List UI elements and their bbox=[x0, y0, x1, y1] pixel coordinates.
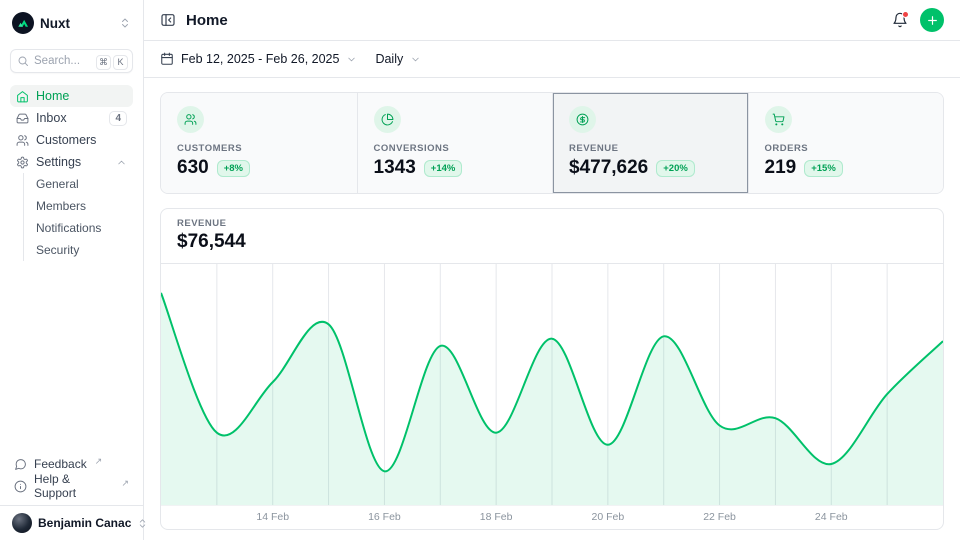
search-input[interactable]: Search... ⌘ K bbox=[10, 49, 133, 73]
external-link-icon: ↗ bbox=[94, 455, 103, 466]
sidebar-footer: Feedback ↗ Help & Support ↗ bbox=[0, 453, 143, 505]
x-axis-tick: 14 Feb bbox=[256, 511, 290, 523]
date-range-value: Feb 12, 2025 - Feb 26, 2025 bbox=[181, 52, 340, 66]
calendar-icon bbox=[160, 52, 174, 66]
help-support-link[interactable]: Help & Support ↗ bbox=[10, 472, 133, 500]
revenue-area-chart bbox=[161, 264, 943, 505]
sidebar-item-label: Home bbox=[36, 89, 70, 103]
chevrons-up-down-icon bbox=[119, 17, 131, 29]
sidebar-item-security[interactable]: Security bbox=[36, 243, 80, 257]
stat-label: Conversions bbox=[373, 143, 450, 154]
inbox-icon bbox=[16, 112, 29, 125]
sidebar-item-notifications[interactable]: Notifications bbox=[36, 221, 102, 235]
sidebar-item-inbox[interactable]: Inbox 4 bbox=[10, 107, 133, 129]
stat-label: Revenue bbox=[569, 143, 619, 154]
x-axis-tick: 20 Feb bbox=[591, 511, 625, 523]
chart-title: Revenue bbox=[177, 218, 227, 229]
stat-delta-badge: +8% bbox=[216, 159, 250, 177]
x-axis-tick: 24 Feb bbox=[814, 511, 848, 523]
chevron-up-icon bbox=[116, 157, 127, 168]
stat-value: 1343 bbox=[373, 157, 416, 178]
feedback-label: Feedback bbox=[34, 457, 87, 471]
gear-icon bbox=[16, 156, 29, 169]
workspace-switcher[interactable]: Nuxt bbox=[10, 10, 133, 36]
stat-value: 630 bbox=[177, 157, 209, 178]
sidebar-item-home[interactable]: Home bbox=[10, 85, 133, 107]
chevrons-up-down-icon bbox=[137, 518, 148, 529]
dollar-circle-icon bbox=[569, 106, 596, 133]
user-menu[interactable]: Benjamin Canac bbox=[0, 505, 146, 540]
stat-value: $477,626 bbox=[569, 157, 649, 178]
users-icon bbox=[177, 106, 204, 133]
stat-label: Customers bbox=[177, 143, 243, 154]
stat-card-conversions[interactable]: Conversions 1343 +14% bbox=[356, 93, 552, 193]
stat-value: 219 bbox=[764, 157, 797, 178]
sidebar-item-label: Inbox bbox=[36, 111, 67, 125]
stats-cards: Customers 630 +8% Conversions 1343 +14% bbox=[160, 92, 944, 194]
sidebar-top: Nuxt Search... ⌘ K Home bbox=[0, 0, 143, 261]
revenue-chart-card: Revenue $76,544 14 Feb 16 Feb 18 Feb 20 Feb… bbox=[160, 208, 944, 530]
stat-card-orders[interactable]: Orders 219 +15% bbox=[747, 93, 943, 193]
stat-label: Orders bbox=[764, 143, 809, 154]
kbd-meta: ⌘ bbox=[96, 55, 111, 70]
workspace-name: Nuxt bbox=[40, 15, 70, 31]
x-axis-tick: 18 Feb bbox=[479, 511, 513, 523]
sidebar-item-label: Settings bbox=[36, 155, 82, 169]
notifications-button[interactable] bbox=[892, 11, 909, 28]
notification-dot bbox=[902, 11, 909, 18]
filters-toolbar: Feb 12, 2025 - Feb 26, 2025 Daily bbox=[144, 41, 960, 78]
sidebar: Nuxt Search... ⌘ K Home bbox=[0, 0, 146, 540]
date-range-picker[interactable]: Feb 12, 2025 - Feb 26, 2025 bbox=[160, 52, 357, 66]
external-link-icon: ↗ bbox=[121, 477, 129, 488]
info-circle-icon bbox=[14, 480, 27, 493]
home-icon bbox=[16, 90, 29, 103]
avatar bbox=[12, 513, 32, 533]
page-title: Home bbox=[186, 11, 228, 29]
dashboard-content: Customers 630 +8% Conversions 1343 +14% bbox=[144, 78, 960, 540]
chart-header: Revenue $76,544 bbox=[161, 209, 943, 264]
stat-delta-badge: +15% bbox=[804, 159, 843, 177]
settings-sub-items: General Members Notifications Security bbox=[23, 173, 133, 261]
stat-delta-badge: +20% bbox=[656, 159, 695, 177]
x-axis-tick: 22 Feb bbox=[703, 511, 736, 523]
users-icon bbox=[16, 134, 29, 147]
sidebar-item-label: Customers bbox=[36, 133, 97, 147]
stat-card-customers[interactable]: Customers 630 +8% bbox=[161, 93, 357, 193]
inbox-count-badge: 4 bbox=[109, 110, 127, 126]
search-placeholder: Search... bbox=[34, 55, 81, 67]
sidebar-collapse-button[interactable] bbox=[160, 12, 176, 28]
pie-chart-icon bbox=[373, 106, 401, 133]
chevron-down-icon bbox=[410, 54, 421, 65]
chart-x-axis: 14 Feb 16 Feb 18 Feb 20 Feb 22 Feb 24 Feb bbox=[161, 505, 943, 529]
x-axis-tick: 16 Feb bbox=[368, 511, 401, 523]
granularity-select[interactable]: Daily bbox=[375, 52, 421, 66]
shopping-cart-icon bbox=[764, 106, 792, 133]
stat-card-revenue[interactable]: Revenue $477,626 +20% bbox=[552, 93, 748, 193]
stat-delta-badge: +14% bbox=[423, 159, 463, 177]
top-header: Home bbox=[144, 0, 960, 41]
sidebar-item-customers[interactable]: Customers bbox=[10, 129, 133, 151]
add-button[interactable] bbox=[920, 8, 944, 32]
chart-total-value: $76,544 bbox=[177, 231, 246, 252]
nuxt-logo-icon bbox=[12, 12, 34, 34]
granularity-value: Daily bbox=[375, 52, 404, 66]
user-name: Benjamin Canac bbox=[38, 516, 132, 530]
sidebar-item-settings[interactable]: Settings bbox=[10, 151, 133, 173]
search-icon bbox=[17, 55, 29, 67]
main-area: Home Feb 12, 2025 - Feb 26, 2025 bbox=[144, 0, 960, 540]
sidebar-item-general[interactable]: General bbox=[36, 177, 79, 191]
chevron-down-icon bbox=[346, 54, 357, 65]
feedback-link[interactable]: Feedback ↗ bbox=[10, 453, 133, 475]
chart-canvas bbox=[161, 264, 943, 505]
help-support-label: Help & Support bbox=[34, 472, 77, 500]
sidebar-item-members[interactable]: Members bbox=[36, 199, 87, 213]
kbd-k: K bbox=[113, 54, 128, 70]
message-bubble-icon bbox=[14, 458, 27, 471]
